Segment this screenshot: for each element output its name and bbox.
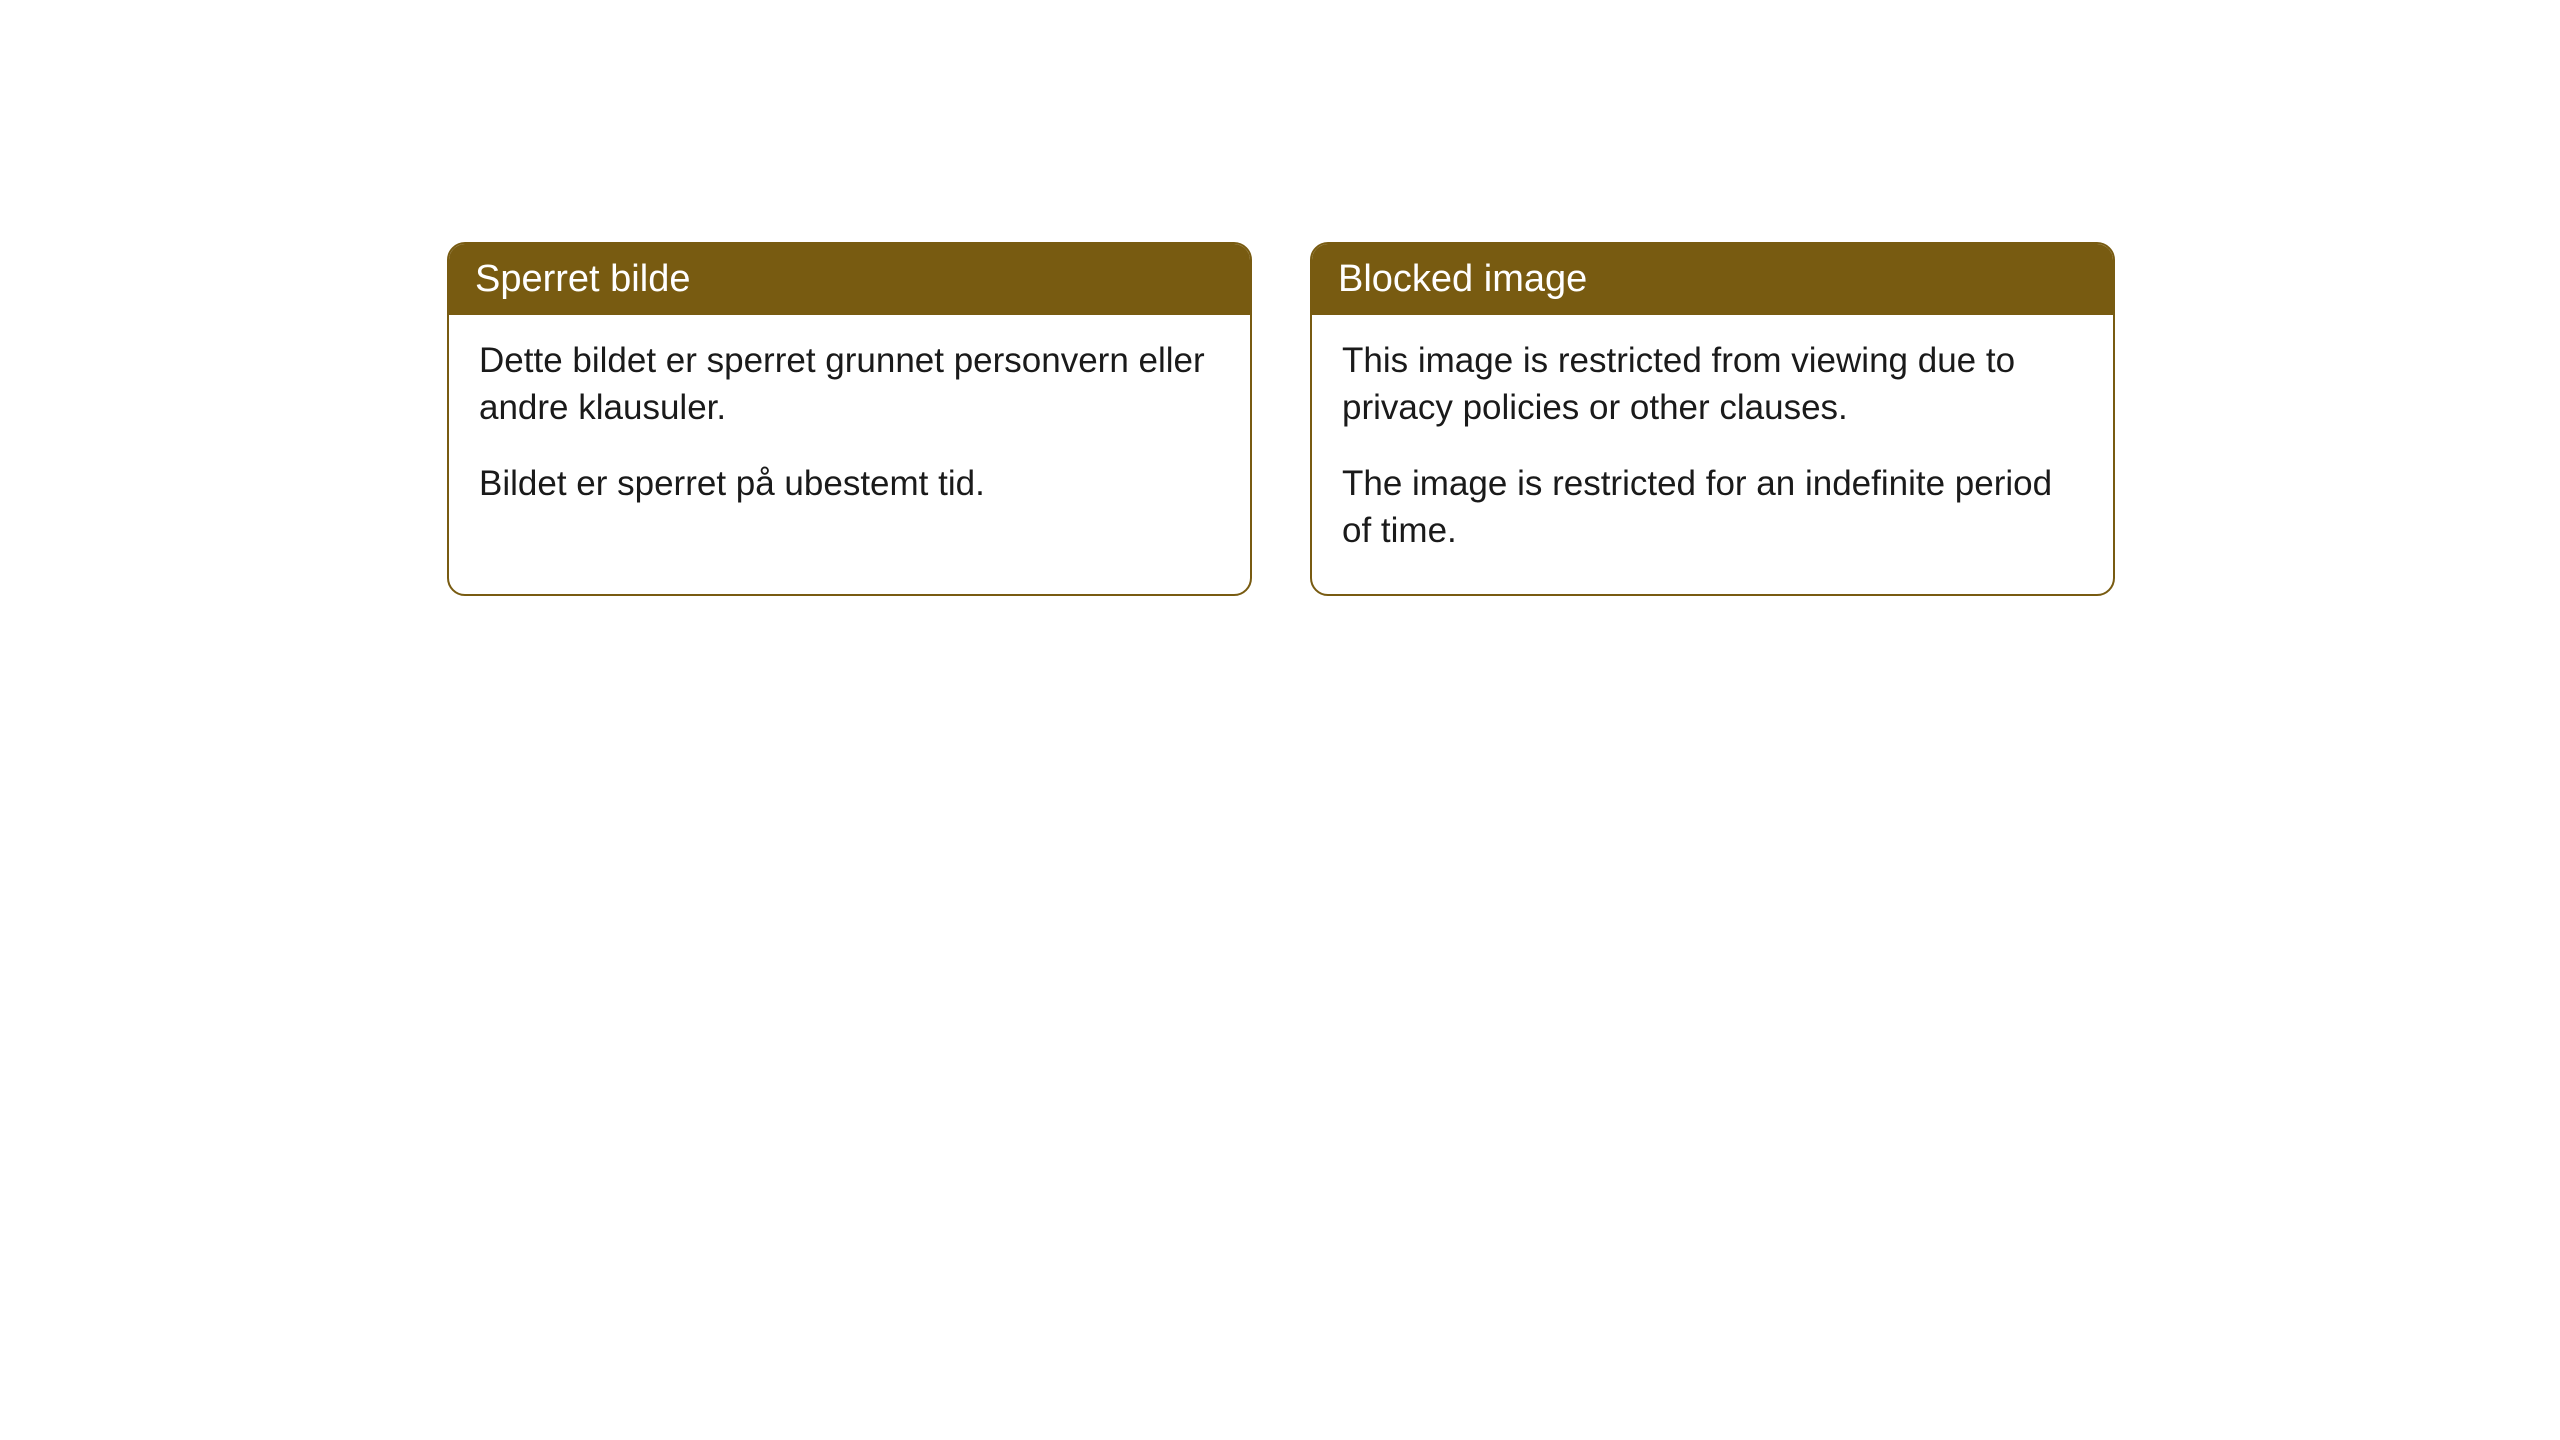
card-paragraph-2-english: The image is restricted for an indefinit… [1342, 460, 2083, 555]
card-header-english: Blocked image [1312, 244, 2113, 315]
blocked-image-card-norwegian: Sperret bilde Dette bildet er sperret gr… [447, 242, 1252, 596]
card-title-english: Blocked image [1338, 258, 1587, 300]
card-header-norwegian: Sperret bilde [449, 244, 1250, 315]
blocked-image-card-english: Blocked image This image is restricted f… [1310, 242, 2115, 596]
card-paragraph-1-norwegian: Dette bildet er sperret grunnet personve… [479, 337, 1220, 432]
notice-cards-container: Sperret bilde Dette bildet er sperret gr… [447, 242, 2115, 596]
card-body-norwegian: Dette bildet er sperret grunnet personve… [449, 315, 1250, 547]
card-paragraph-1-english: This image is restricted from viewing du… [1342, 337, 2083, 432]
card-body-english: This image is restricted from viewing du… [1312, 315, 2113, 594]
card-paragraph-2-norwegian: Bildet er sperret på ubestemt tid. [479, 460, 1220, 507]
card-title-norwegian: Sperret bilde [475, 258, 690, 300]
